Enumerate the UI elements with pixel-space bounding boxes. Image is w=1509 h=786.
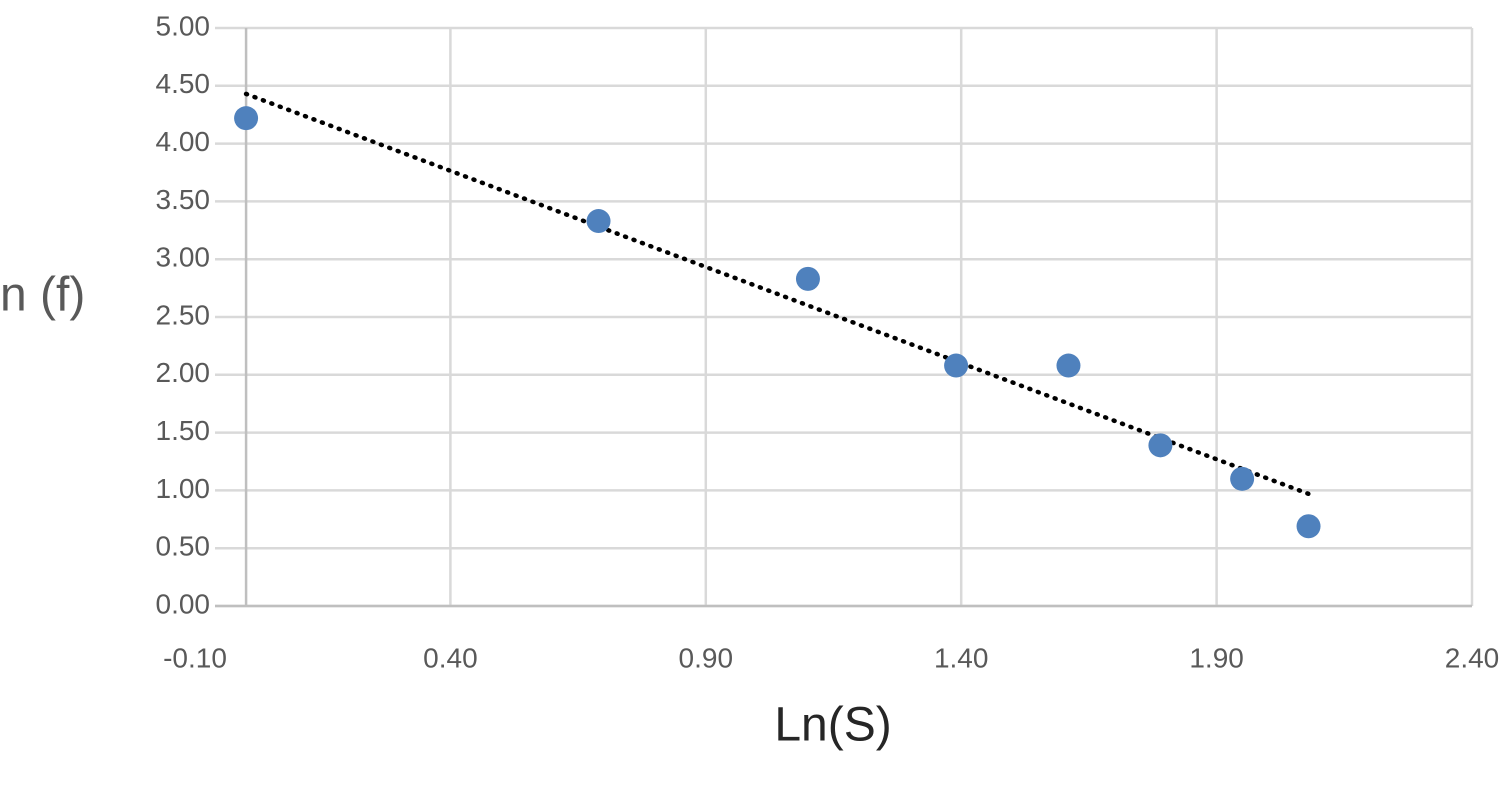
y-tick-label: 4.00 <box>156 126 211 157</box>
point <box>1148 433 1173 458</box>
y-tick-label: 3.50 <box>156 184 211 215</box>
y-tick-label: 2.00 <box>156 357 211 388</box>
y-axis-title: n (f) <box>0 269 85 322</box>
point <box>795 266 820 291</box>
point <box>586 209 611 234</box>
y-tick-label: 0.00 <box>156 588 211 619</box>
x-axis-title: Ln(S) <box>774 699 891 752</box>
x-tick-label: 0.40 <box>423 642 478 673</box>
x-tick-label: 1.40 <box>934 642 989 673</box>
point <box>1230 466 1255 491</box>
x-tick-label: 0.90 <box>679 642 734 673</box>
y-tick-label: 3.00 <box>156 242 211 273</box>
y-tick-label: 1.00 <box>156 473 211 504</box>
trendline <box>243 91 1311 497</box>
y-tick-label: 5.00 <box>156 10 211 41</box>
y-tick-label: 1.50 <box>156 415 211 446</box>
x-tick-label: 2.40 <box>1445 642 1500 673</box>
x-tick-label: 1.90 <box>1189 642 1244 673</box>
y-tick-label: 2.50 <box>156 299 211 330</box>
y-tick-label: 4.50 <box>156 68 211 99</box>
x-tick-label: -0.10 <box>163 642 227 673</box>
point <box>234 106 259 131</box>
point <box>944 353 969 378</box>
point <box>1296 514 1321 539</box>
y-tick-label: 0.50 <box>156 531 211 562</box>
point <box>1056 353 1081 378</box>
